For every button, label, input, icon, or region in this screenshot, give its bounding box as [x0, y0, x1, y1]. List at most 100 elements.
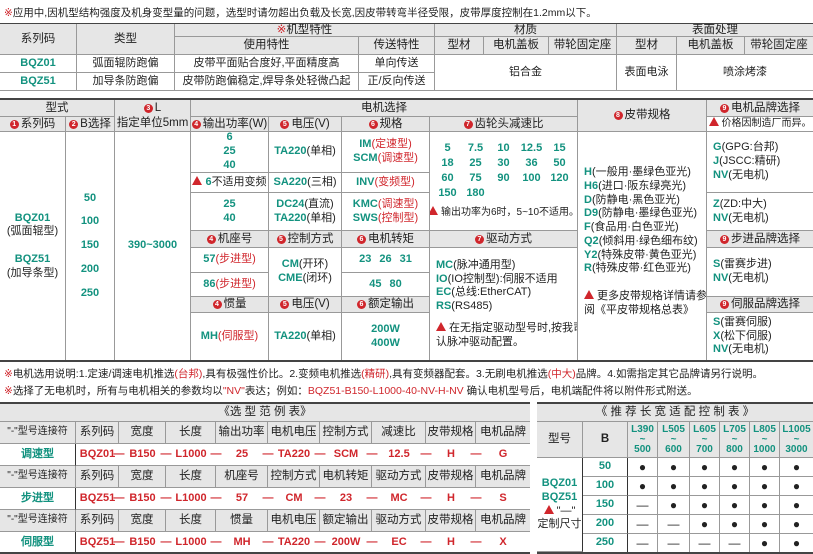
cell-line: R(特殊皮带·红色亚光): [584, 262, 691, 276]
circled-number: 1: [9, 119, 19, 129]
cell-text: 1000: [753, 443, 776, 455]
cell-line: 驱动方式: [376, 513, 422, 527]
cell-line: ~: [762, 434, 768, 445]
cell-line: 类型: [114, 32, 137, 46]
cell-text: (无电机): [728, 343, 769, 356]
cell-text: (伺服型): [217, 329, 259, 342]
cell-line: 250: [596, 536, 614, 550]
header-surface-motor-cover: 电机盖板: [677, 37, 745, 55]
cell-text: ●: [730, 516, 739, 531]
cell-line: 皮带平面贴合度好,平面精度高: [193, 57, 339, 71]
fit-mark: ●: [690, 458, 720, 477]
example-type: 伺服型: [0, 532, 76, 554]
cell-text: —: [636, 535, 649, 550]
header-surface: 表面处理: [617, 24, 813, 37]
cell-text: ●: [760, 497, 769, 512]
cell-text: 机座号: [224, 470, 259, 483]
cell-text: 电压(V): [291, 117, 330, 130]
cell-line: TA220(单相): [274, 145, 336, 159]
header-series-code: 1 系列码: [0, 117, 66, 132]
cell-text: 驱动方式: [375, 514, 422, 527]
cell-line: 步进型: [21, 492, 54, 506]
cell-line: 宽度: [131, 513, 154, 527]
cell-text: 惯量: [223, 298, 247, 311]
circled-number: 6: [357, 234, 366, 244]
cell-text: ●: [760, 459, 769, 474]
header-surface-profile: 型材: [617, 37, 677, 55]
connector-dash: —: [210, 448, 222, 460]
top-note: ※应用中,因机型结构强度及机身变型量的问题，选型时请勿超出负载及长宽,因皮带转弯…: [4, 5, 597, 20]
example-value: B150: [119, 444, 166, 466]
cell-text: H: [584, 166, 592, 178]
cell-text: 认脉冲驱动配置。: [436, 335, 524, 348]
brand-options-b: Z(ZD:中大) NV(无电机): [707, 193, 813, 231]
cell-text: ~: [639, 433, 646, 445]
row-series: BQZ01: [0, 55, 77, 73]
cell-line: 长度: [179, 425, 202, 439]
cell-line: ●: [761, 517, 768, 532]
cell-text: (单相): [306, 211, 336, 224]
example-header: 输出功率: [216, 422, 268, 444]
frame-57: 57(步进型): [191, 248, 269, 273]
cell-line: 价格因制造厂而异。: [708, 117, 812, 131]
cell-text: (防静电·墨绿色亚光): [598, 207, 698, 220]
cell-line: ●: [639, 479, 646, 494]
cell-text: (弧面辊型): [6, 225, 59, 238]
header-length-range: L1005 ~3000: [780, 422, 813, 458]
cell-line: L1000: [175, 448, 206, 462]
cell-line: 阅《平皮带规格总表》: [584, 304, 694, 318]
cell-text: ※: [4, 368, 13, 380]
cell-line: 系列码: [80, 425, 115, 439]
cell-line: ●: [701, 479, 708, 494]
cell-text: ●: [792, 516, 801, 531]
example-header: 系列码: [76, 422, 119, 444]
cell-line: IO(IO控制型):伺服不适用: [436, 273, 558, 287]
connector-dash: —: [470, 536, 482, 548]
cell-text: 铝合金: [509, 65, 542, 78]
cell-line: G: [499, 448, 508, 462]
cell-text: 控制方式: [270, 470, 317, 483]
header-profile: 型材: [435, 37, 484, 55]
cell-text: 在无指定驱动型号时,按我司默: [449, 321, 577, 334]
cell-text: 机座号: [217, 232, 253, 245]
ratio-note: 输出功率为6时，5~10不适用。: [430, 206, 577, 220]
cell-text: BQZ01: [20, 56, 56, 69]
cell-line: 700: [696, 444, 713, 455]
example-value: H: [426, 532, 476, 554]
ratio-value: 60: [441, 171, 454, 184]
power-note: 6不适用变频: [191, 173, 269, 193]
cell-text: B: [600, 433, 610, 446]
connector-dash: —: [210, 492, 222, 504]
cell-text: 系列码: [79, 470, 115, 483]
cell-text: (台邦): [174, 368, 203, 380]
cell-text: 材质: [514, 24, 537, 36]
cell-text: L805: [753, 423, 776, 435]
cell-text: Z: [713, 197, 720, 210]
header-power: 4 输出功率(W): [191, 117, 269, 132]
cell-line: L805: [753, 423, 776, 435]
ratio-value: 5: [444, 142, 451, 155]
cell-line: 5 电压(V): [280, 117, 330, 131]
b-options: 50 100 150 200 250: [66, 132, 115, 361]
torque-a: 23 26 31: [342, 248, 430, 273]
cell-line: 皮带防跑偏稳定,焊导条处轻微凸起: [182, 75, 350, 89]
cell-text: (三相): [307, 175, 337, 188]
header-voltage: 5 电压(V): [269, 117, 342, 132]
b-value: 50: [583, 458, 628, 477]
cell-line: "-"型号连接符: [7, 470, 67, 483]
cell-line: 电机盖板: [493, 38, 539, 52]
cell-line: 输出功率: [219, 425, 265, 439]
cell-text: ~: [670, 433, 677, 445]
cell-line: 500: [634, 444, 651, 455]
cell-line: 使用特性: [244, 38, 290, 52]
example-value: B150: [119, 488, 166, 510]
circled-number: 4: [191, 119, 201, 129]
header-ratio: 7 齿轮头减速比: [430, 117, 578, 132]
cell-text: ●: [700, 459, 709, 474]
cell-text: "NV": [222, 385, 245, 397]
row-type: 加导条防跑偏: [77, 73, 175, 91]
ratio-value: 90: [497, 171, 510, 184]
cell-line: 型材: [448, 38, 471, 52]
ratio-grid: 5 7.5 10 12.5 15 18 25 30 36 50 60 75 90 100 120 150 180: [435, 142, 573, 200]
cell-text: —: [728, 535, 741, 550]
